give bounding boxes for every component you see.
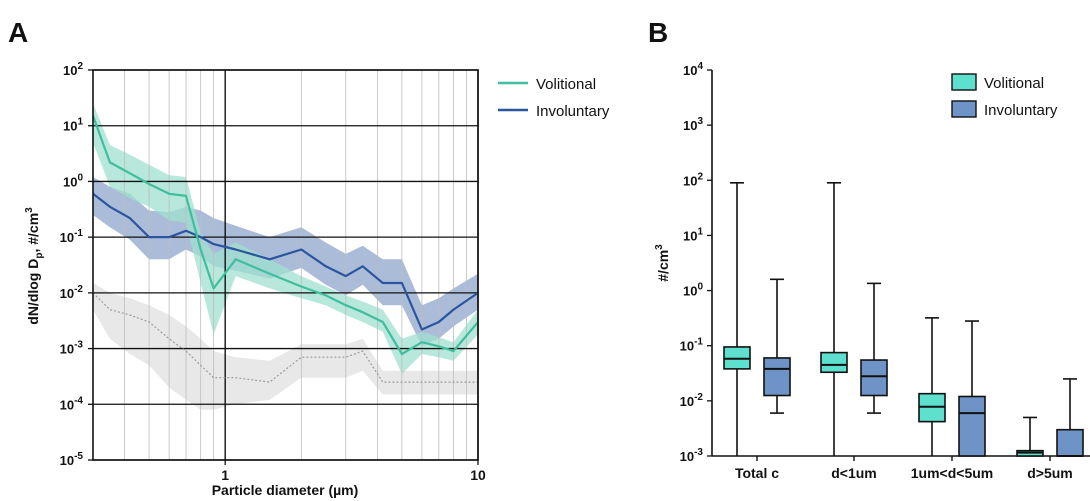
- panel-b-y-axis-label-sup: 3: [654, 244, 665, 250]
- box-involuntary-0: [763, 278, 791, 414]
- panel-a-x-ticks: 1 10: [221, 460, 486, 483]
- b-y-tick-label: 104: [683, 61, 703, 78]
- y-tick-label: 101: [63, 117, 83, 134]
- b-y-tick-label: 103: [683, 116, 703, 133]
- box-iqr: [860, 359, 888, 397]
- panel-b-y-ticks: 104 103 102 101 100 10-1 10-2 10-3: [680, 61, 712, 464]
- b-x-tick-label: 1um<d<5um: [911, 465, 993, 481]
- y-tick-label: 10-5: [60, 451, 84, 468]
- y-tick-label: 10-2: [60, 284, 84, 301]
- b-x-tick-label: d<1um: [831, 465, 877, 481]
- box-iqr: [763, 357, 791, 397]
- panel-a-grid: [92, 69, 479, 461]
- panel-a: A 102 101 100 10-1 10-2 10-3 10-4 10-5 1 10 Part…: [8, 17, 610, 498]
- b-x-tick-label: Total c: [735, 465, 779, 481]
- b-y-tick-label: 10-1: [680, 337, 704, 354]
- panel-a-x-axis-label: Particle diameter (µm): [212, 482, 359, 498]
- panel-a-bands: [93, 103, 478, 410]
- x-tick-label: 10: [470, 467, 486, 483]
- b-y-tick-label: 101: [683, 226, 703, 243]
- band-background: [93, 283, 478, 410]
- box-iqr: [820, 351, 848, 374]
- panel-a-y-axis-label-unit: , #/cm: [25, 213, 41, 253]
- panel-b-y-axis-label-main: #/cm: [655, 250, 671, 282]
- panel-b: B 104 103 102 101 100 10-1 10-2 10-3 Total c d<1…: [648, 17, 1090, 481]
- box-volitional-1: [820, 182, 848, 456]
- legend-b-involuntary-label: Involuntary: [984, 102, 1058, 119]
- line-background: [92, 292, 478, 383]
- legend-b-volitional-swatch: [951, 73, 977, 91]
- box-volitional-0: [723, 182, 751, 456]
- b-y-tick-label: 10-3: [680, 447, 704, 464]
- box-involuntary-1: [860, 282, 888, 414]
- y-tick-label: 100: [63, 172, 83, 189]
- panel-a-legend: Volitional Involuntary: [498, 76, 610, 120]
- b-y-tick-label: 102: [683, 171, 703, 188]
- legend-b-involuntary-swatch: [951, 100, 977, 118]
- b-x-tick-label: d>5um: [1027, 465, 1073, 481]
- panel-a-plot-frame: [92, 69, 479, 461]
- box-involuntary-3: [1056, 378, 1084, 457]
- panel-a-y-axis-label-sub: p: [34, 253, 45, 259]
- panel-a-y-axis-label-sup: 3: [24, 207, 35, 213]
- b-y-tick-label: 10-2: [680, 392, 704, 409]
- panel-b-boxes: [723, 182, 1084, 457]
- box-iqr: [958, 395, 986, 457]
- panel-a-y-ticks: 102 101 100 10-1 10-2 10-3 10-4 10-5: [60, 61, 93, 468]
- box-volitional-2: [918, 317, 946, 456]
- panel-b-y-axis-label: #/cm3: [654, 244, 671, 282]
- y-tick-label: 10-4: [60, 395, 84, 412]
- x-tick-label: 1: [221, 467, 229, 483]
- panel-a-y-axis-label: dN/dlog Dp, #/cm3: [24, 207, 45, 325]
- legend-b-volitional-label: Volitional: [984, 75, 1044, 92]
- y-tick-label: 102: [63, 61, 83, 78]
- panel-b-x-ticks: Total c d<1um 1um<d<5um d>5um: [735, 456, 1073, 481]
- y-tick-label: 10-3: [60, 340, 84, 357]
- box-iqr: [1056, 428, 1084, 457]
- panel-a-label: A: [8, 17, 28, 48]
- legend-volitional-label: Volitional: [536, 76, 596, 93]
- line-involuntary: [92, 192, 479, 331]
- line-volitional: [91, 115, 479, 356]
- y-tick-label: 10-1: [60, 228, 84, 245]
- panel-b-legend: Volitional Involuntary: [951, 73, 1058, 119]
- panel-b-label: B: [648, 17, 668, 48]
- panel-a-y-axis-label-main: dN/dlog D: [25, 259, 41, 325]
- box-volitional-3: [1016, 416, 1044, 457]
- panel-a-lines: [91, 115, 479, 383]
- b-y-tick-label: 100: [683, 282, 703, 299]
- legend-involuntary-label: Involuntary: [536, 103, 610, 120]
- box-involuntary-2: [958, 320, 986, 457]
